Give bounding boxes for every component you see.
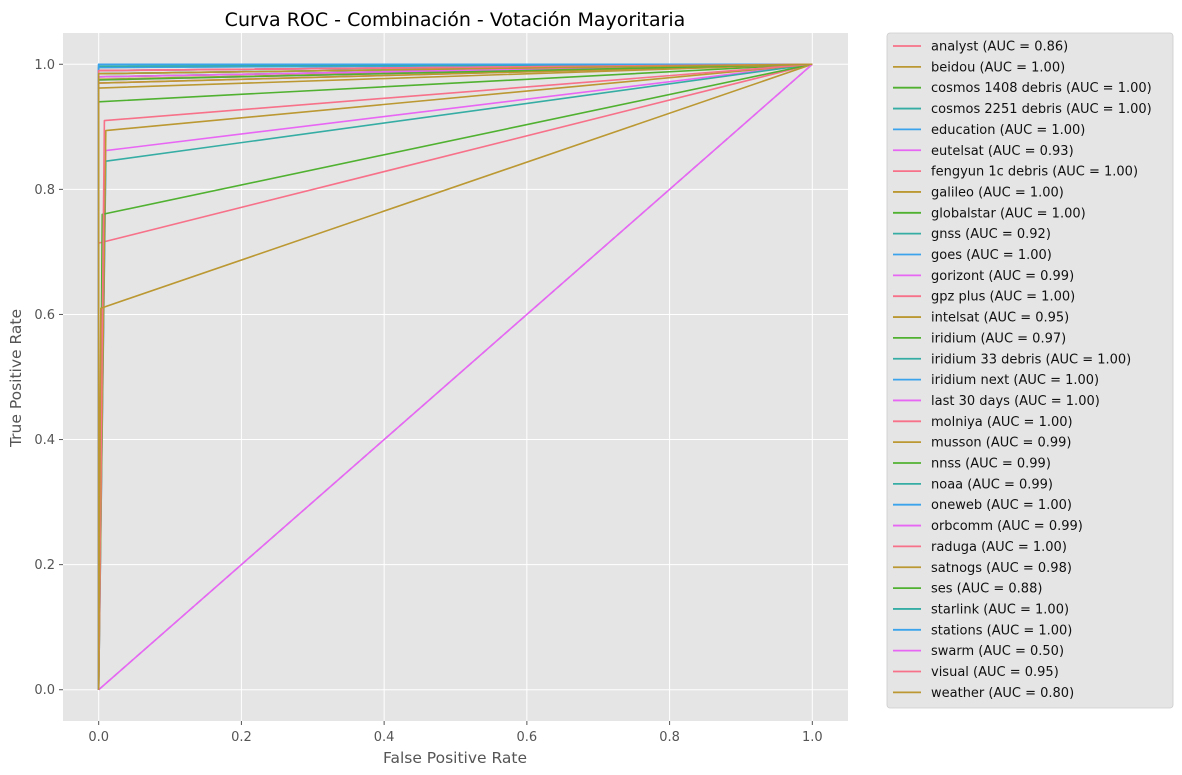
legend-label: gnss (AUC = 0.92) xyxy=(931,227,1051,242)
x-tick-label: 0.6 xyxy=(517,730,538,745)
legend-label: cosmos 2251 debris (AUC = 1.00) xyxy=(931,102,1152,117)
legend-label: last 30 days (AUC = 1.00) xyxy=(931,394,1100,409)
chart-title: Curva ROC - Combinación - Votación Mayor… xyxy=(225,9,686,31)
legend-label: stations (AUC = 1.00) xyxy=(931,623,1072,638)
legend-label: eutelsat (AUC = 0.93) xyxy=(931,144,1074,159)
y-tick-label: 1.0 xyxy=(34,58,55,73)
legend-label: swarm (AUC = 0.50) xyxy=(931,644,1064,659)
legend-label: ses (AUC = 0.88) xyxy=(931,582,1042,597)
y-tick-label: 0.6 xyxy=(34,308,55,323)
grid-lines xyxy=(63,33,848,721)
legend-label: musson (AUC = 0.99) xyxy=(931,436,1072,451)
legend-label: gpz plus (AUC = 1.00) xyxy=(931,290,1075,305)
legend-label: fengyun 1c debris (AUC = 1.00) xyxy=(931,165,1138,180)
legend-label: visual (AUC = 0.95) xyxy=(931,665,1059,680)
legend-label: weather (AUC = 0.80) xyxy=(931,686,1074,701)
legend-items: analyst (AUC = 0.86) beidou (AUC = 1.00) c… xyxy=(893,40,1152,701)
series-line-18 xyxy=(97,63,813,690)
legend-label: goes (AUC = 1.00) xyxy=(931,248,1052,263)
legend-label: gorizont (AUC = 0.99) xyxy=(931,269,1074,284)
series-line-29 xyxy=(98,63,813,691)
series-lines xyxy=(97,63,813,691)
legend-label: intelsat (AUC = 0.95) xyxy=(931,311,1069,326)
y-tick-label: 0.8 xyxy=(34,183,55,198)
legend-label: education (AUC = 1.00) xyxy=(931,123,1085,138)
x-tick-label: 0.4 xyxy=(374,730,395,745)
x-axis-ticks: 0.0 0.2 0.4 0.6 0.8 1.0 xyxy=(88,721,823,745)
legend-label: beidou (AUC = 1.00) xyxy=(931,60,1065,75)
y-tick-label: 0.2 xyxy=(34,558,55,573)
y-axis-ticks: 0.0 0.2 0.4 0.6 0.8 1.0 xyxy=(34,58,63,698)
legend-label: raduga (AUC = 1.00) xyxy=(931,540,1067,555)
legend-label: molniya (AUC = 1.00) xyxy=(931,415,1073,430)
legend-label: analyst (AUC = 0.86) xyxy=(931,40,1068,55)
legend-label: globalstar (AUC = 1.00) xyxy=(931,206,1086,221)
y-tick-label: 0.0 xyxy=(34,683,55,698)
legend-label: satnogs (AUC = 0.98) xyxy=(931,561,1072,576)
y-axis-label: True Positive Rate xyxy=(7,309,25,448)
legend-label: iridium next (AUC = 1.00) xyxy=(931,373,1099,388)
series-line-31 xyxy=(97,63,813,690)
x-axis-label: False Positive Rate xyxy=(383,749,527,767)
x-tick-label: 0.8 xyxy=(659,730,680,745)
x-tick-label: 1.0 xyxy=(802,730,823,745)
x-tick-label: 0.0 xyxy=(88,730,109,745)
legend-label: starlink (AUC = 1.00) xyxy=(931,602,1069,617)
legend xyxy=(886,32,1174,709)
legend-label: cosmos 1408 debris (AUC = 1.00) xyxy=(931,81,1152,96)
x-tick-label: 0.2 xyxy=(231,730,252,745)
legend-label: oneweb (AUC = 1.00) xyxy=(931,498,1072,513)
legend-label: iridium 33 debris (AUC = 1.00) xyxy=(931,352,1131,367)
legend-label: galileo (AUC = 1.00) xyxy=(931,185,1064,200)
legend-label: noaa (AUC = 0.99) xyxy=(931,477,1053,492)
legend-label: nnss (AUC = 0.99) xyxy=(931,457,1051,472)
legend-label: orbcomm (AUC = 0.99) xyxy=(931,519,1083,534)
y-tick-label: 0.4 xyxy=(34,433,55,448)
legend-label: iridium (AUC = 0.97) xyxy=(931,331,1066,346)
